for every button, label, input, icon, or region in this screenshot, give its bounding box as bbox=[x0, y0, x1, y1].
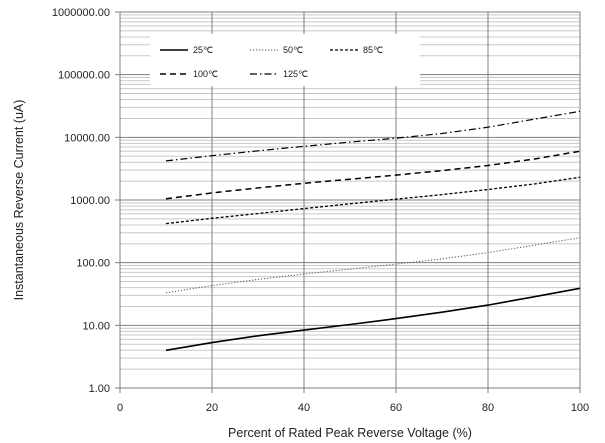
legend-label-3: 85℃ bbox=[363, 45, 383, 55]
series-line-3 bbox=[165, 176, 581, 225]
series-line-2 bbox=[165, 237, 581, 294]
x-tick-label: 80 bbox=[482, 402, 494, 414]
legend-background bbox=[150, 34, 420, 86]
plot-area-frame bbox=[119, 11, 581, 389]
x-tick-label: 40 bbox=[298, 402, 310, 414]
y-tick-label: 1000.00 bbox=[70, 195, 110, 207]
legend-label-5: 125℃ bbox=[283, 69, 308, 79]
x-tick-label: 20 bbox=[206, 402, 218, 414]
series-line-5 bbox=[165, 110, 581, 162]
x-axis-title: Percent of Rated Peak Reverse Voltage (%… bbox=[228, 426, 472, 440]
series-layer bbox=[165, 110, 581, 352]
y-tick-label: 10000.00 bbox=[64, 132, 110, 144]
x-tick-label: 60 bbox=[390, 402, 402, 414]
x-tick-label: 0 bbox=[117, 402, 123, 414]
y-tick-label: 1000000.00 bbox=[52, 7, 110, 19]
x-tick-labels: 0 20 40 60 80 100 bbox=[117, 402, 589, 414]
legend-label-4: 100℃ bbox=[193, 69, 218, 79]
series-line-1 bbox=[165, 287, 581, 352]
x-tick-label: 100 bbox=[571, 402, 589, 414]
y-tick-label: 10.00 bbox=[82, 320, 110, 332]
y-tick-label: 100.00 bbox=[76, 258, 110, 270]
y-tick-labels: 1.00 10.00 100.00 1000.00 10000.00 100000.00 1… bbox=[52, 7, 110, 395]
legend: 25℃ 50℃ 85℃ 100℃ 125℃ bbox=[150, 34, 420, 86]
series-line-4 bbox=[165, 150, 581, 200]
legend-label-1: 25℃ bbox=[193, 45, 213, 55]
y-tick-label: 1.00 bbox=[89, 383, 110, 395]
legend-label-2: 50℃ bbox=[283, 45, 303, 55]
minor-gridlines bbox=[120, 14, 580, 370]
y-axis-title: Instantaneous Reverse Current (uA) bbox=[12, 100, 26, 301]
y-tick-label: 100000.00 bbox=[58, 70, 110, 82]
